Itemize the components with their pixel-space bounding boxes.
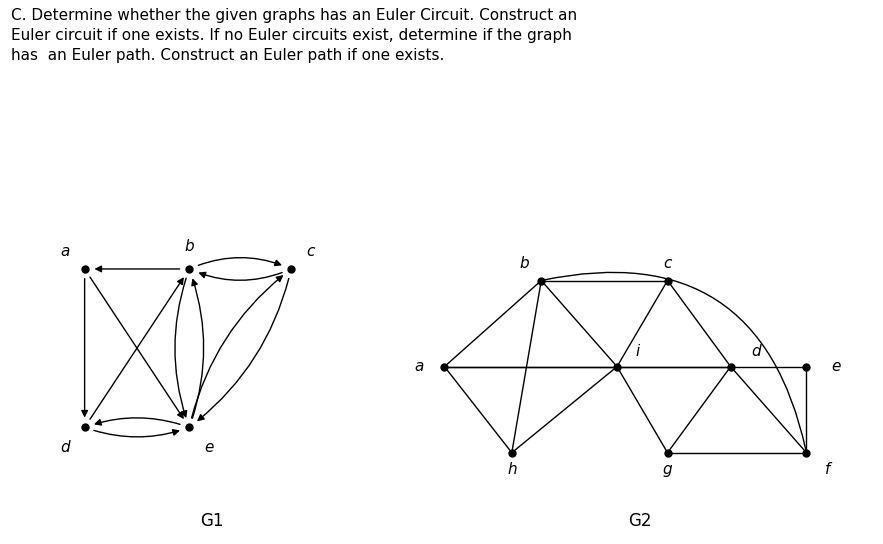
Text: g: g [663, 462, 672, 478]
Text: a: a [414, 359, 424, 374]
Text: b: b [185, 239, 194, 254]
Text: e: e [204, 440, 214, 455]
Text: G1: G1 [200, 512, 223, 530]
Text: i: i [636, 344, 640, 360]
Text: C. Determine whether the given graphs has an Euler Circuit. Construct an
Euler c: C. Determine whether the given graphs ha… [11, 8, 577, 63]
Text: b: b [519, 256, 529, 271]
FancyArrowPatch shape [544, 273, 806, 450]
Text: d: d [60, 440, 70, 455]
Text: G2: G2 [629, 512, 652, 530]
Text: h: h [507, 462, 517, 478]
Text: c: c [306, 244, 315, 259]
Text: d: d [751, 344, 761, 360]
Text: f: f [825, 462, 830, 478]
Text: c: c [663, 256, 672, 271]
Text: e: e [831, 359, 841, 374]
Text: a: a [60, 244, 70, 259]
